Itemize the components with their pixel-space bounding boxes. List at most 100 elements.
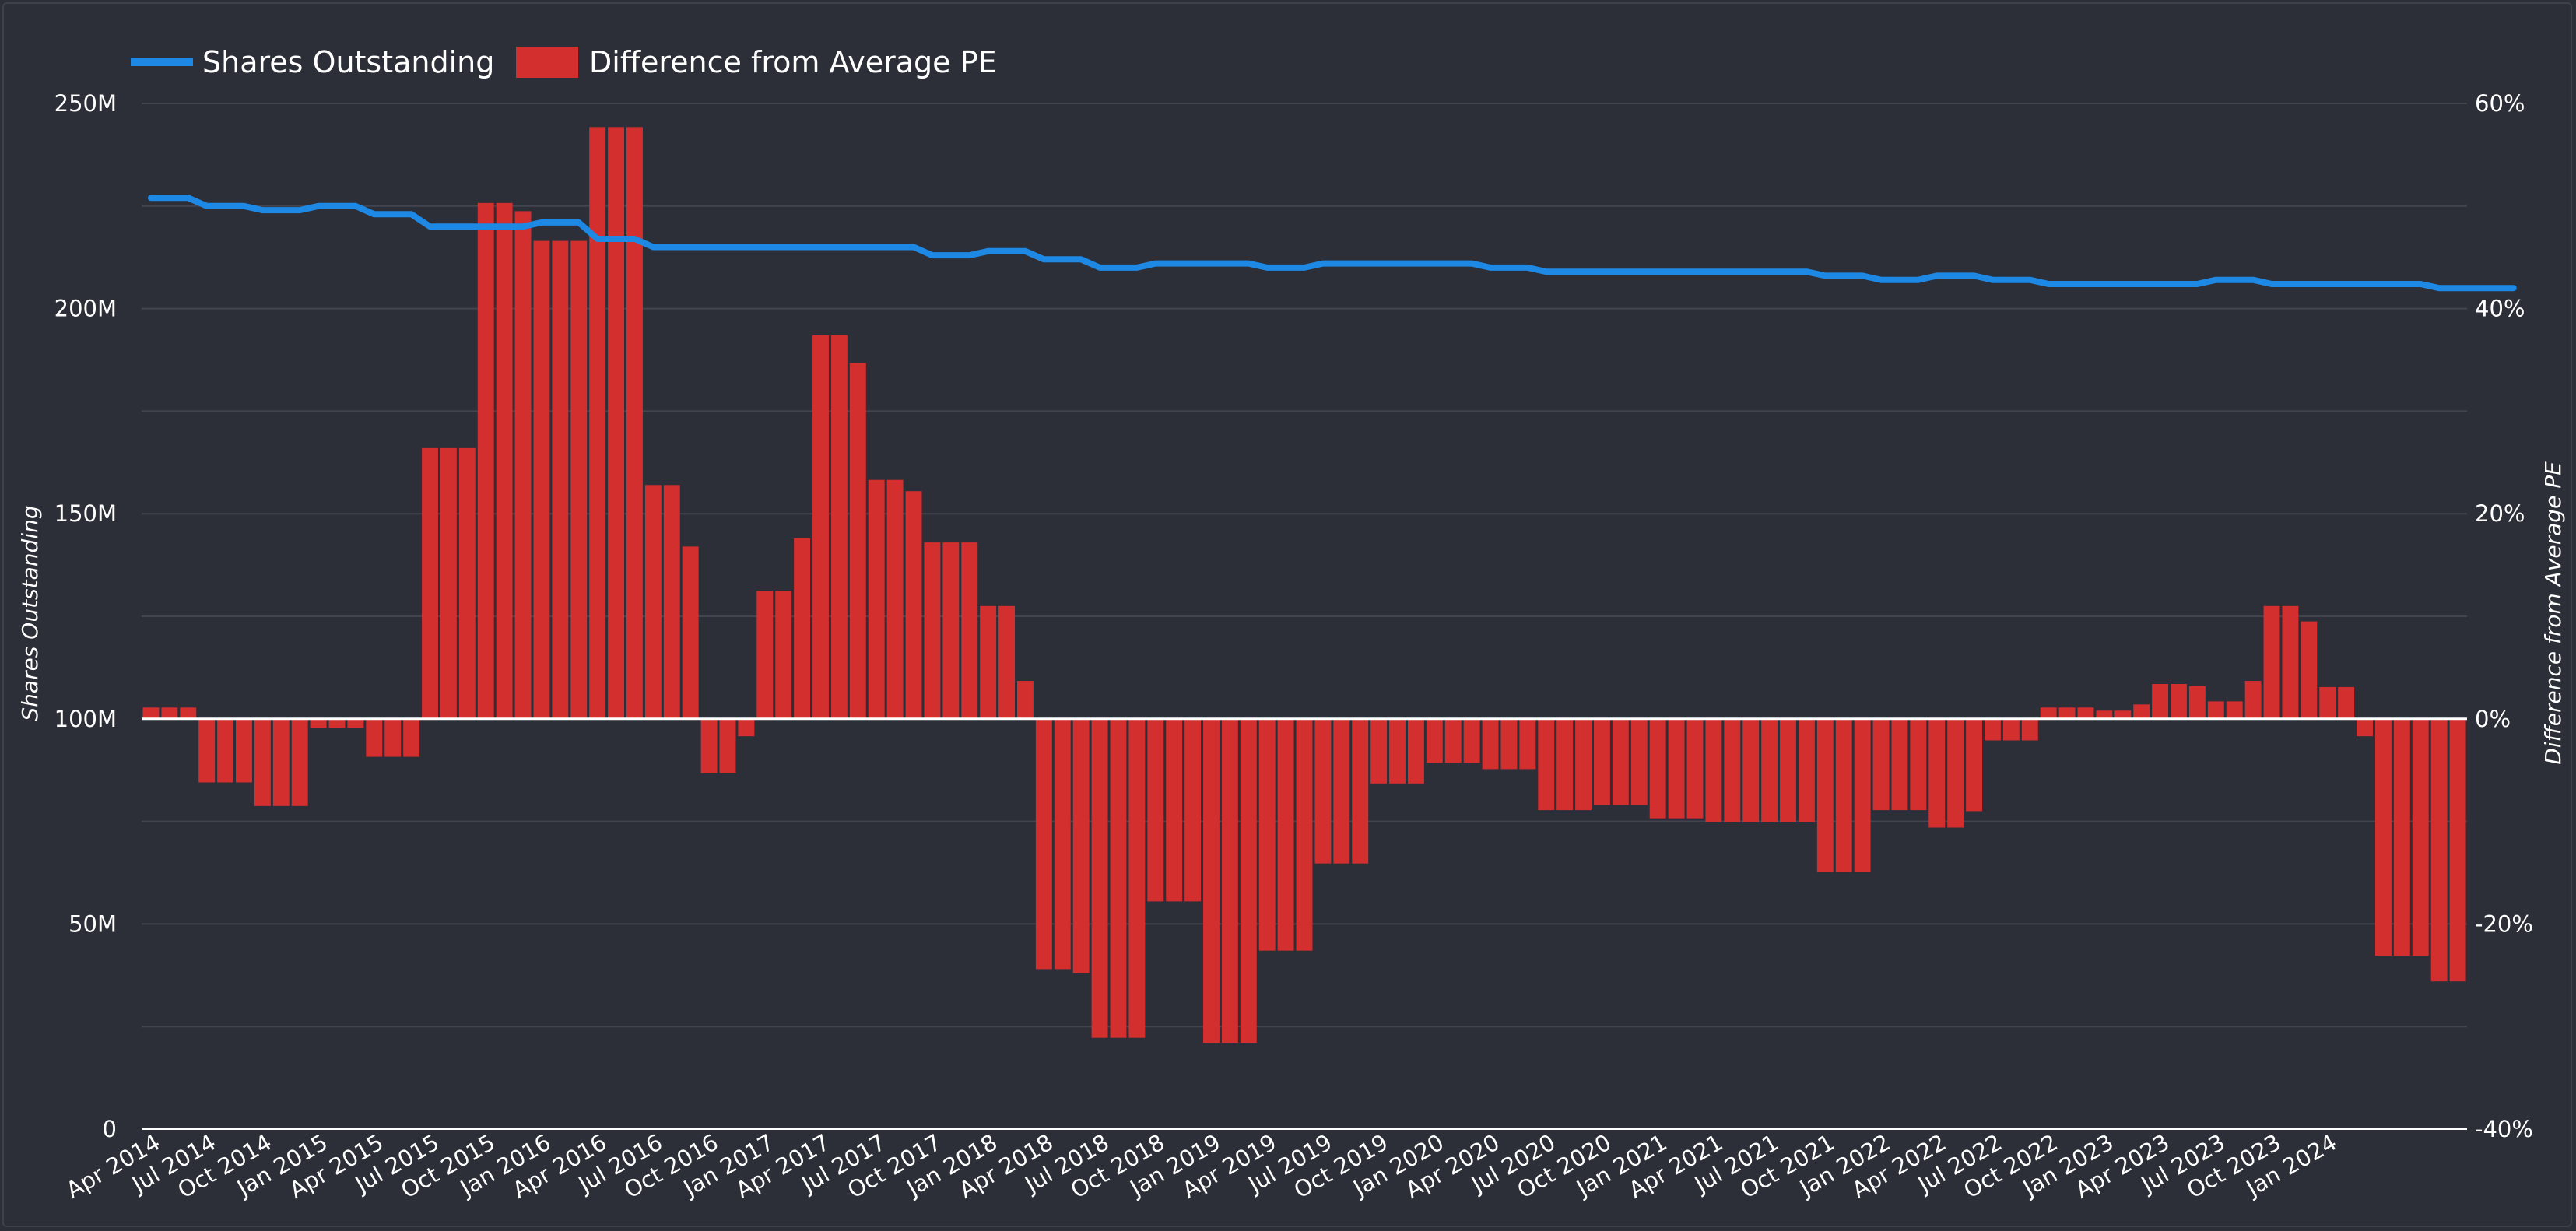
pe-bar	[2374, 718, 2392, 956]
pe-bar	[1594, 718, 1610, 805]
pe-bar	[1575, 718, 1592, 811]
pe-bar	[2244, 681, 2262, 719]
legend-item-pe[interactable]: Difference from Average PE	[516, 45, 997, 79]
pe-bar	[589, 127, 606, 719]
pe-bar	[738, 718, 755, 737]
legend-label-shares: Shares Outstanding	[202, 45, 494, 79]
legend-label-pe: Difference from Average PE	[589, 45, 997, 79]
pe-bar	[1277, 718, 1294, 951]
pe-bar	[924, 542, 941, 719]
pe-bar	[2430, 718, 2448, 982]
pe-bar	[552, 240, 569, 719]
pe-bar	[347, 718, 364, 728]
pe-bar	[496, 202, 513, 719]
pe-bar	[1928, 718, 1946, 828]
pe-bar	[1649, 718, 1666, 819]
pe-bar	[477, 202, 494, 719]
pe-bar	[1426, 718, 1443, 763]
pe-difference-bars	[142, 127, 2466, 1043]
pe-bar	[272, 718, 290, 806]
pe-bar	[2226, 701, 2243, 719]
pe-bar	[1352, 718, 1369, 864]
pe-bar	[1035, 718, 1052, 970]
right-tick-label: -40%	[2475, 1116, 2533, 1142]
pe-bar	[1444, 718, 1462, 763]
pe-bar	[626, 127, 643, 719]
pe-bar	[1854, 718, 1871, 872]
pe-bar	[1370, 718, 1388, 784]
shares-outstanding-line	[148, 195, 2517, 292]
legend-item-shares[interactable]: Shares Outstanding	[131, 45, 494, 79]
pe-bar	[1910, 718, 1927, 811]
pe-bar	[2040, 707, 2057, 719]
pe-bar	[533, 240, 550, 719]
pe-bar	[570, 240, 588, 719]
pe-bar	[1556, 718, 1574, 811]
pe-bar	[1203, 718, 1220, 1043]
pe-bar	[1333, 718, 1350, 864]
pe-bar	[1296, 718, 1313, 951]
pe-bar	[1984, 718, 2001, 741]
pe-bar	[849, 363, 866, 719]
pe-bar	[1816, 718, 1834, 872]
pe-bar	[2152, 683, 2169, 719]
pe-bar	[161, 707, 178, 719]
pe-bar	[1482, 718, 1499, 770]
legend-bar-swatch	[516, 47, 578, 78]
left-tick-label: 0	[103, 1116, 117, 1142]
pe-bar	[1166, 718, 1183, 902]
pe-bar	[2114, 710, 2132, 719]
pe-bar	[198, 718, 216, 783]
pe-bar	[1835, 718, 1852, 872]
pe-bar	[384, 718, 402, 757]
pe-bar	[514, 211, 532, 719]
pe-bar	[700, 718, 718, 773]
pe-bar	[1742, 718, 1760, 822]
pe-bar	[1128, 718, 1146, 1038]
pe-bar	[366, 718, 383, 757]
pe-bar	[1091, 718, 1108, 1038]
pe-bar	[2207, 701, 2224, 719]
pe-bar	[961, 542, 978, 719]
pe-bar	[1761, 718, 1778, 822]
pe-bar	[1240, 718, 1257, 1043]
pe-bar	[2338, 686, 2355, 719]
pe-bar	[440, 447, 457, 719]
pe-bar	[1314, 718, 1332, 864]
pe-bar	[2412, 718, 2429, 956]
pe-bar	[1668, 718, 1685, 819]
pe-bar	[2282, 605, 2299, 719]
pe-bar	[2301, 621, 2318, 719]
pe-bar	[2188, 686, 2206, 719]
pe-bar	[719, 718, 736, 773]
pe-bar	[1947, 718, 1964, 828]
pe-bar	[1463, 718, 1480, 763]
pe-bar	[1966, 718, 1982, 812]
pe-bar	[1538, 718, 1555, 811]
pe-bar	[2021, 718, 2038, 741]
pe-bar	[1724, 718, 1741, 822]
left-tick-label: 250M	[54, 90, 117, 117]
pe-bar	[794, 538, 811, 719]
pe-bar	[422, 447, 438, 719]
pe-bar	[1705, 718, 1722, 822]
pe-bar	[1110, 718, 1127, 1038]
pe-bar	[886, 479, 904, 719]
right-tick-label: -20%	[2475, 910, 2533, 937]
left-tick-label: 50M	[68, 910, 117, 937]
pe-bar	[180, 707, 197, 719]
pe-bar	[812, 335, 829, 719]
pe-bar	[2171, 683, 2187, 719]
pe-bar	[980, 605, 997, 719]
pe-bar	[1389, 718, 1406, 784]
pe-bar	[1519, 718, 1536, 770]
pe-bar	[2077, 707, 2094, 719]
pe-bar	[608, 127, 625, 719]
pe-bar	[1072, 718, 1090, 973]
pe-bar	[310, 718, 327, 728]
pe-bar	[830, 335, 848, 719]
pe-bar	[328, 718, 346, 728]
left-tick-label: 200M	[54, 296, 117, 322]
